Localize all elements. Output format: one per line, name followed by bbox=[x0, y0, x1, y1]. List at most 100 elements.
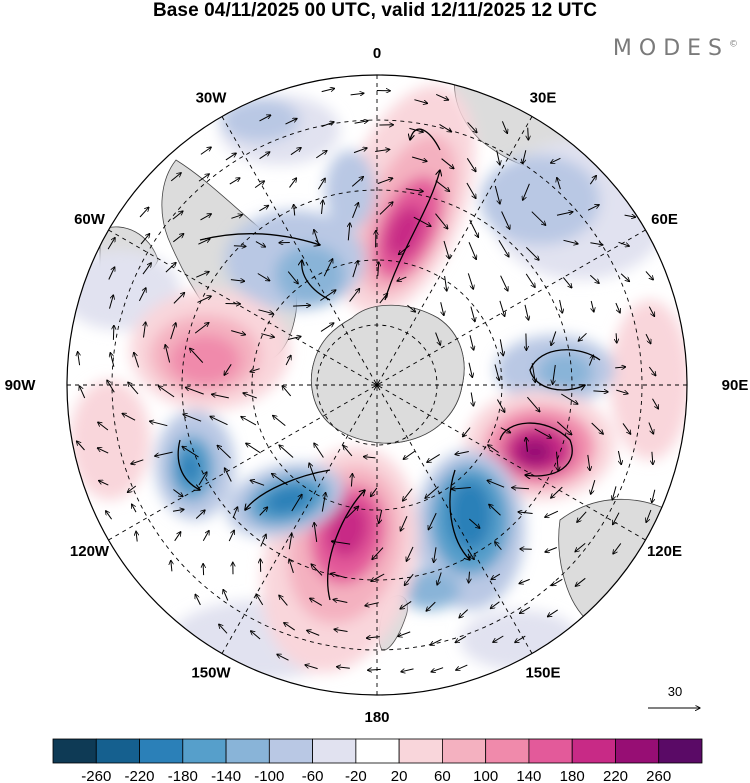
reference-vector-label: 30 bbox=[668, 684, 682, 699]
wind-vector-48 bbox=[294, 204, 295, 216]
wind-vector-290 bbox=[277, 654, 289, 661]
contour-sw-1 bbox=[245, 469, 331, 510]
wind-vector-122 bbox=[287, 336, 301, 340]
wind-vector-232 bbox=[613, 512, 620, 525]
wind-vector-240 bbox=[314, 523, 318, 542]
wind-vector-249 bbox=[575, 543, 586, 551]
wind-vector-216 bbox=[132, 504, 137, 513]
lon-label-60w: 60W bbox=[74, 211, 106, 228]
positive-south-core bbox=[327, 502, 369, 558]
wind-vector-13 bbox=[501, 121, 507, 133]
wind-vector-256 bbox=[311, 564, 323, 576]
wind-vector-186 bbox=[363, 457, 376, 458]
antarctica-overlay bbox=[311, 304, 465, 444]
wind-vector-46 bbox=[231, 215, 242, 219]
wind-vector-250 bbox=[613, 543, 622, 554]
wind-vector-94 bbox=[589, 274, 599, 283]
wind-vector-70 bbox=[398, 245, 410, 255]
wind-vector-179 bbox=[155, 451, 173, 456]
wind-vector-151 bbox=[185, 387, 204, 395]
wind-vector-49 bbox=[322, 200, 323, 214]
wind-vector-231 bbox=[577, 511, 587, 523]
colorbar-tick-8: 60 bbox=[434, 768, 451, 783]
wind-vector-134 bbox=[134, 352, 140, 368]
wind-vector-279 bbox=[219, 624, 228, 634]
wind-vector-53 bbox=[435, 213, 448, 229]
wind-vector-125 bbox=[469, 335, 474, 350]
wind-vector-177 bbox=[97, 448, 109, 454]
wind-vector-289 bbox=[515, 635, 526, 642]
wind-vector-148 bbox=[107, 380, 115, 393]
contour-se-1 bbox=[449, 469, 470, 560]
wind-vector-155 bbox=[471, 392, 473, 407]
colorbar-tick-5: -60 bbox=[302, 768, 324, 783]
wind-vector-112 bbox=[560, 299, 563, 313]
wind-vector-11 bbox=[439, 123, 452, 131]
colorbar-swatch-14 bbox=[658, 738, 703, 764]
wind-vector-278 bbox=[547, 609, 558, 617]
wind-vector-115 bbox=[648, 306, 654, 317]
wind-vector-204 bbox=[351, 474, 352, 487]
wind-vector-128 bbox=[551, 331, 557, 345]
wind-vector-246 bbox=[495, 542, 502, 551]
contour-nw-1 bbox=[199, 233, 320, 245]
wind-vector-218 bbox=[195, 510, 205, 519]
wind-vector-198 bbox=[173, 489, 183, 497]
wind-vector-38 bbox=[466, 182, 476, 199]
wind-vector-152 bbox=[212, 394, 229, 399]
wind-vector-62 bbox=[172, 234, 184, 243]
negative-east-inner bbox=[537, 352, 593, 392]
wind-vector-25 bbox=[496, 150, 500, 165]
wind-vector-295 bbox=[431, 667, 444, 672]
wind-vector-140 bbox=[468, 362, 472, 378]
wind-vector-80 bbox=[165, 263, 176, 273]
wind-vector-234 bbox=[136, 531, 137, 542]
wind-vector-166 bbox=[210, 416, 228, 426]
wind-vector-153 bbox=[243, 393, 257, 399]
negative-nw-mid bbox=[275, 245, 345, 305]
wind-vector-97 bbox=[109, 295, 114, 309]
wind-vector-93 bbox=[562, 277, 572, 288]
wind-vector-190 bbox=[488, 445, 499, 453]
wind-vector-57 bbox=[556, 212, 573, 216]
wind-vector-178 bbox=[131, 459, 144, 464]
modes-logo: MODES© bbox=[613, 36, 738, 61]
wind-vector-184 bbox=[314, 443, 324, 458]
wind-vector-145 bbox=[615, 367, 626, 368]
wind-vector-124 bbox=[435, 332, 441, 346]
positive-east-core bbox=[517, 439, 553, 465]
wind-vector-163 bbox=[122, 413, 136, 421]
wind-vector-245 bbox=[467, 549, 474, 559]
wind-vector-201 bbox=[250, 480, 265, 486]
wind-vector-195 bbox=[652, 451, 653, 465]
wind-vector-215 bbox=[106, 511, 113, 520]
wind-vector-275 bbox=[459, 609, 469, 618]
wind-vector-154 bbox=[282, 386, 292, 397]
wind-vector-196 bbox=[99, 481, 109, 486]
wind-vector-207 bbox=[425, 486, 439, 499]
wind-vector-31 bbox=[254, 181, 264, 189]
negative-sw-inner bbox=[264, 485, 312, 515]
wind-vector-26 bbox=[523, 150, 527, 163]
weak-positive-east bbox=[610, 300, 687, 460]
wind-vector-235 bbox=[174, 532, 181, 542]
colorbar-tick-11: 180 bbox=[560, 768, 585, 783]
negative-nw-small bbox=[220, 98, 300, 142]
wind-vector-189 bbox=[455, 451, 469, 455]
wind-vector-288 bbox=[493, 635, 504, 642]
wind-vector-181 bbox=[217, 445, 231, 459]
wind-vector-265 bbox=[575, 577, 586, 586]
wind-vector-120 bbox=[231, 330, 245, 335]
wind-vector-268 bbox=[256, 594, 264, 606]
colorbar-swatch-7 bbox=[355, 738, 400, 764]
wind-vector-238 bbox=[260, 534, 266, 547]
wind-vector-100 bbox=[197, 296, 212, 303]
wind-vector-228 bbox=[489, 504, 501, 516]
wind-vector-103 bbox=[293, 305, 310, 306]
wind-vector-56 bbox=[531, 211, 546, 226]
wind-vector-269 bbox=[279, 595, 288, 606]
wind-vector-244 bbox=[434, 547, 436, 562]
positive-north-core bbox=[386, 205, 424, 259]
wind-vector-92 bbox=[525, 273, 535, 288]
